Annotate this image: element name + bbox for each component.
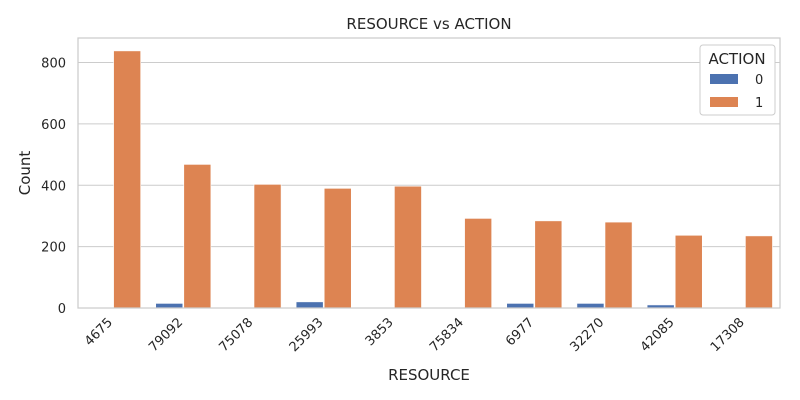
legend: ACTION 0 1 (699, 44, 776, 116)
y-tick-label: 200 (41, 241, 66, 256)
plot-frame (77, 37, 781, 309)
legend-title: ACTION (708, 50, 765, 68)
bar-action-0-25993 (295, 301, 324, 309)
y-tick-label: 800 (41, 57, 66, 72)
bar-action-1-25993 (323, 188, 352, 309)
x-tick-label: 42085 (638, 315, 678, 355)
legend-swatch-0 (710, 74, 738, 84)
y-tick-label: 400 (41, 179, 66, 194)
x-tick-label: 75834 (427, 315, 467, 355)
y-tick-label: 600 (41, 118, 66, 133)
y-tick-label: 0 (58, 302, 66, 317)
legend-label-1: 1 (755, 96, 763, 111)
bar-action-1-79092 (183, 164, 212, 309)
bar-action-1-3853 (394, 185, 422, 309)
bar-action-1-75834 (464, 218, 492, 309)
gridlines (78, 62, 780, 309)
legend-swatch-1 (710, 97, 738, 107)
x-tick-label: 32270 (567, 315, 607, 355)
x-tick-label: 75078 (216, 315, 256, 355)
chart-title: RESOURCE vs ACTION (346, 15, 511, 33)
x-axis-label: RESOURCE (388, 366, 470, 384)
x-tick-label: 79092 (146, 315, 186, 355)
x-tick-label: 17308 (708, 315, 748, 355)
bar-action-1-32270 (604, 221, 633, 309)
x-tick-label: 6977 (503, 315, 537, 349)
bar-action-1-4675 (113, 50, 141, 309)
bar-action-0-79092 (155, 303, 184, 309)
bar-action-0-6977 (506, 303, 535, 309)
x-tick-label: 3853 (363, 315, 397, 349)
bar-action-1-75078 (253, 184, 282, 309)
x-tick-label: 25993 (287, 315, 327, 355)
bars (113, 50, 773, 309)
x-tick-label: 4675 (82, 315, 116, 349)
x-tick-labels: 4675 79092 75078 25993 3853 75834 6977 32270 420… (82, 315, 748, 355)
y-tick-labels: 0 200 400 600 800 (41, 57, 66, 317)
legend-label-0: 0 (755, 73, 763, 88)
bar-action-1-6977 (534, 220, 563, 309)
bar-action-0-32270 (576, 303, 605, 309)
y-axis-label: Count (16, 151, 34, 196)
bar-action-1-17308 (745, 235, 773, 309)
bar-action-1-42085 (674, 234, 703, 309)
